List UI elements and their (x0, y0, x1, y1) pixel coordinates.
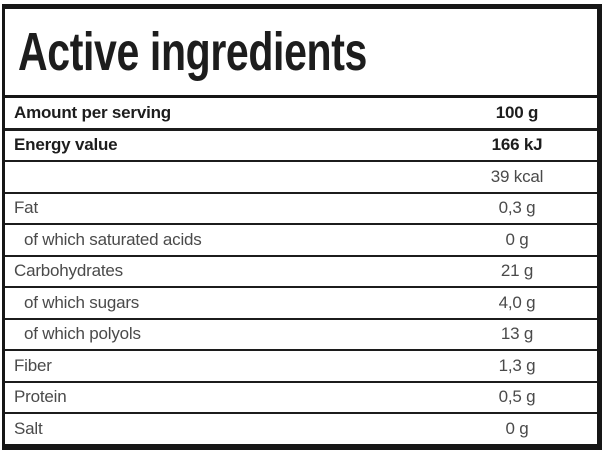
nutrition-label: Active ingredients Amount per serving 10… (2, 4, 602, 450)
row-label: Fiber (14, 355, 52, 375)
table-row-amount-per-serving: Amount per serving 100 g (5, 98, 597, 131)
table-row-polyols: of which polyols 13 g (5, 320, 597, 351)
table-row-salt: Salt 0 g (5, 414, 597, 444)
row-label: Energy value (14, 135, 118, 155)
label-title: Active ingredients (18, 22, 367, 82)
row-label: Fat (14, 198, 38, 218)
row-value: 39 kcal (490, 166, 544, 186)
row-label: Salt (14, 418, 43, 438)
row-label: of which polyols (24, 324, 141, 344)
row-value: 0,5 g (498, 387, 536, 407)
table-row-carbohydrates: Carbohydrates 21 g (5, 257, 597, 288)
row-value: 100 g (495, 102, 539, 122)
row-value: 166 kJ (491, 135, 543, 155)
row-value: 21 g (500, 261, 534, 281)
row-label: Amount per serving (14, 102, 171, 122)
table-row-protein: Protein 0,5 g (5, 383, 597, 414)
table-row-energy-kcal: 39 kcal (5, 162, 597, 194)
row-label: of which sugars (24, 292, 140, 312)
row-label: of which saturated acids (24, 229, 202, 249)
row-value: 0 g (505, 229, 529, 249)
row-value: 4,0 g (498, 292, 536, 312)
table-row-fat: Fat 0,3 g (5, 194, 597, 225)
row-value: 0,3 g (498, 198, 536, 218)
table-row-saturated-acids: of which saturated acids 0 g (5, 225, 597, 257)
row-label: Carbohydrates (14, 261, 123, 281)
row-label: Protein (14, 387, 67, 407)
table-row-fiber: Fiber 1,3 g (5, 351, 597, 383)
label-header: Active ingredients (5, 9, 597, 98)
table-row-energy-value: Energy value 166 kJ (5, 131, 597, 162)
table-row-sugars: of which sugars 4,0 g (5, 288, 597, 320)
nutrition-table: Amount per serving 100 g Energy value 16… (5, 98, 597, 444)
row-value: 1,3 g (498, 355, 536, 375)
row-value: 13 g (500, 324, 534, 344)
row-value: 0 g (505, 418, 529, 438)
